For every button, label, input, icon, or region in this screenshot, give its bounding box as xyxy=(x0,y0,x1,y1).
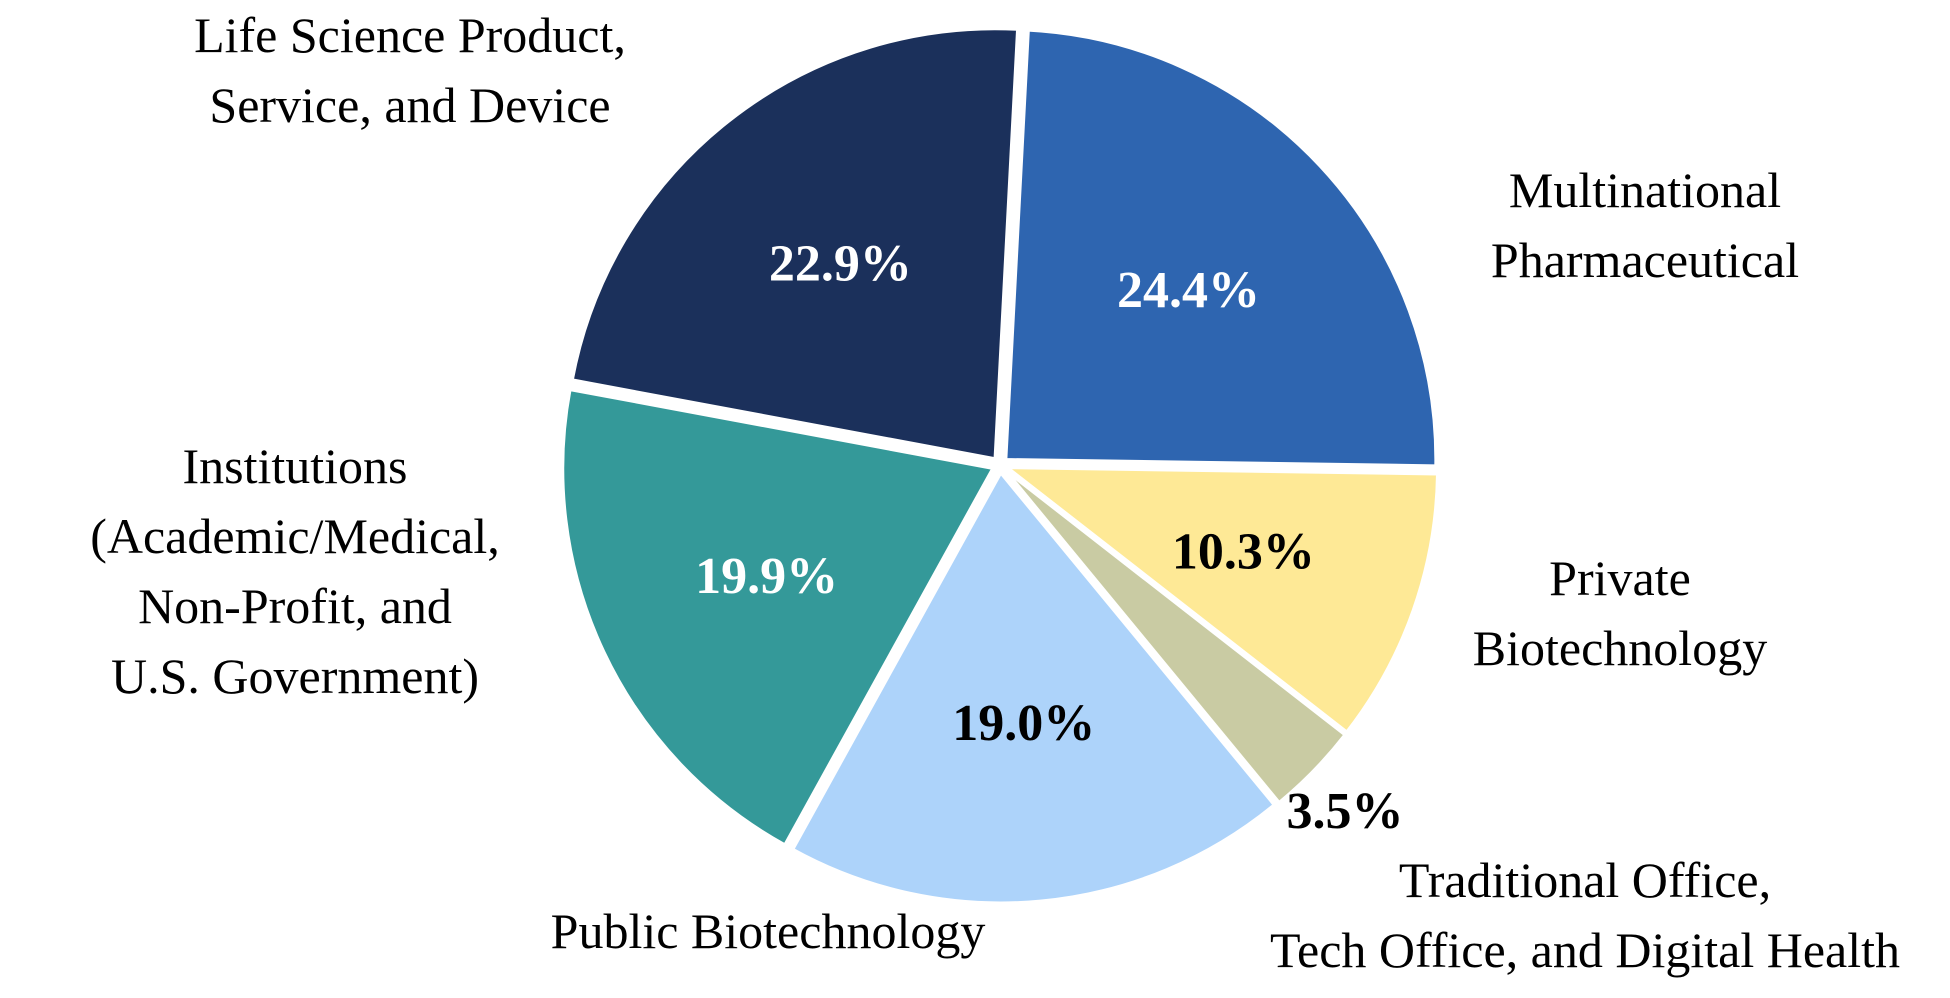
slice-category-label: U.S. Government) xyxy=(111,648,479,704)
slice-category-label: (Academic/Medical, xyxy=(90,508,500,564)
slice-category-label: Private xyxy=(1549,550,1691,606)
pie-slice xyxy=(1003,466,1440,735)
slice-category-label: Tech Office, and Digital Health xyxy=(1270,922,1900,978)
slice-category-label: Multinational xyxy=(1509,162,1781,218)
slice-value-label: 24.4% xyxy=(1117,262,1260,319)
slice-value-label: 3.5% xyxy=(1287,783,1404,840)
slice-value-label: 19.9% xyxy=(695,548,838,605)
slice-category-label: Traditional Office, xyxy=(1399,852,1771,908)
pie-slice xyxy=(790,470,1277,905)
pie-slice xyxy=(570,27,1020,461)
slice-category-label: Life Science Product, xyxy=(194,7,626,63)
slice-category-label: Pharmaceutical xyxy=(1491,232,1799,288)
slice-value-label: 22.9% xyxy=(769,235,912,292)
slice-category-label: Institutions xyxy=(182,438,407,494)
slice-value-label: 10.3% xyxy=(1172,524,1315,581)
pie-slice xyxy=(1004,28,1438,468)
slice-value-label: 19.0% xyxy=(952,695,1095,752)
slice-category-label: Biotechnology xyxy=(1473,620,1767,676)
slice-category-label: Service, and Device xyxy=(209,77,610,133)
pie-slice xyxy=(561,387,996,847)
pie-slice xyxy=(1004,469,1348,805)
slice-category-label: Non-Profit, and xyxy=(138,578,452,634)
slice-category-label: Public Biotechnology xyxy=(551,903,986,959)
